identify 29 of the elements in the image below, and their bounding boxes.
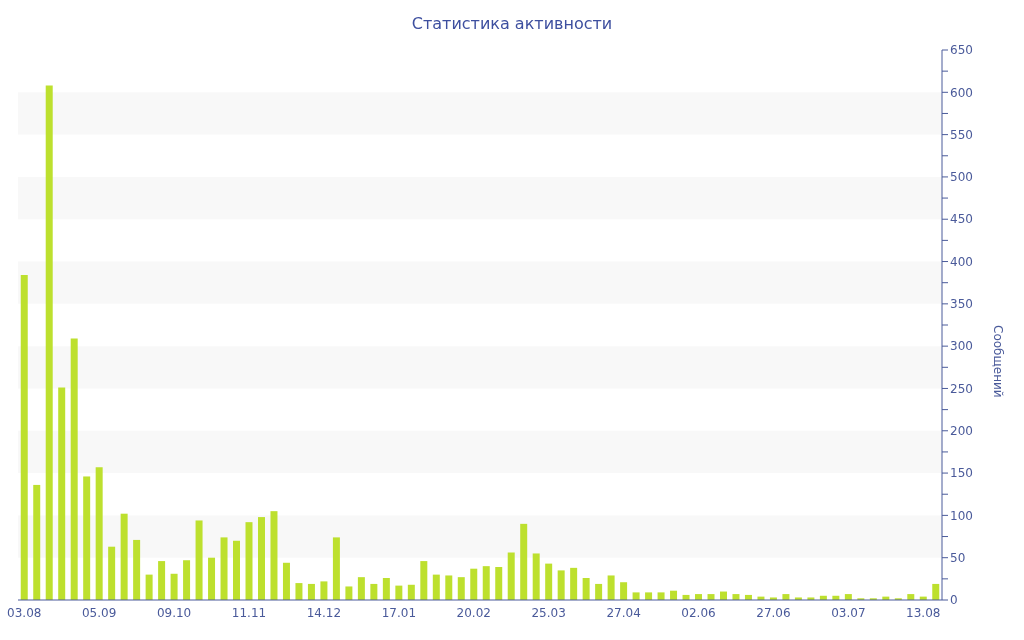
y-tick-label: 100 [950, 508, 973, 523]
x-tick-label: 03.08 [7, 605, 42, 620]
x-tick-label: 11.11 [231, 605, 267, 620]
x-tick-label: 02.06 [681, 605, 716, 620]
x-tick-label: 13.08 [906, 605, 941, 620]
x-tick-label: 25.03 [531, 605, 566, 620]
y-tick-label: 0 [950, 593, 958, 608]
y-tick-label: 600 [950, 85, 973, 100]
y-tick-label: 150 [950, 466, 973, 481]
y-tick-label: 400 [950, 254, 973, 269]
x-tick-label: 17.01 [381, 605, 417, 620]
y-tick-label: 650 [950, 43, 973, 58]
chart-title: Статистика активности [410, 14, 614, 33]
x-tick-label: 27.06 [756, 605, 791, 620]
y-tick-label: 200 [950, 424, 973, 439]
x-tick-label: 03.07 [831, 605, 866, 620]
y-tick-label: 500 [950, 170, 973, 185]
x-tick-label: 14.12 [306, 605, 342, 620]
y-axis-title: Сообщений [990, 325, 1005, 398]
y-tick-label: 550 [950, 127, 973, 142]
y-tick-label: 350 [950, 297, 973, 312]
x-tick-label: 09.10 [156, 605, 192, 620]
x-tick-label: 27.04 [606, 605, 641, 620]
y-tick-label: 250 [950, 381, 973, 396]
y-tick-label: 50 [950, 550, 966, 565]
x-tick-label: 05.09 [81, 605, 117, 620]
y-tick-label: 300 [950, 339, 973, 354]
y-tick-label: 450 [950, 212, 973, 227]
x-tick-label: 20.02 [456, 605, 491, 620]
